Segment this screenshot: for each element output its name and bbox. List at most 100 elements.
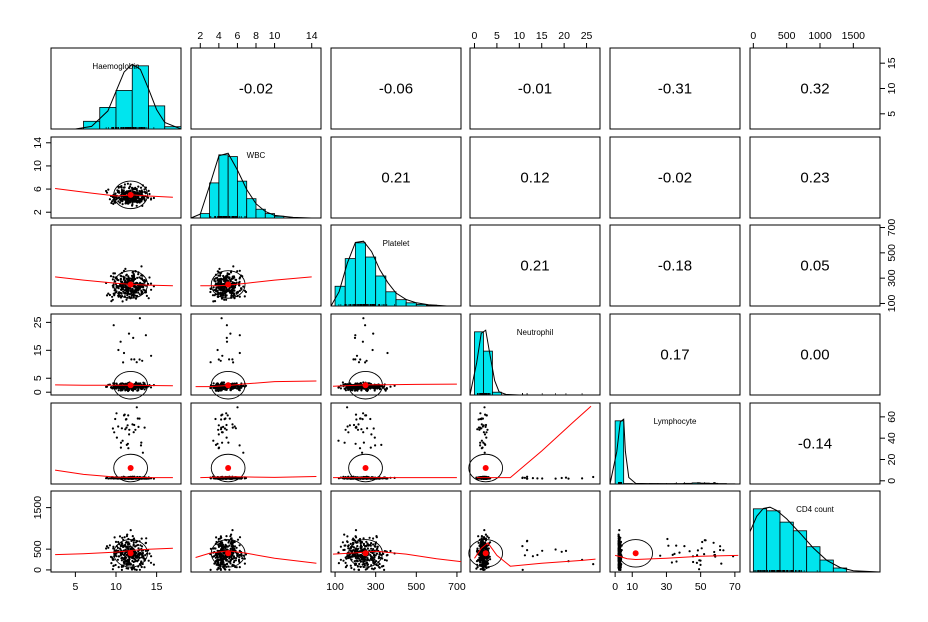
scatter-point: [345, 558, 347, 560]
scatter-point: [125, 196, 127, 198]
scatter-point: [116, 189, 118, 191]
scatter-point: [386, 387, 388, 389]
scatter-point: [524, 477, 526, 479]
scatter-point: [359, 554, 361, 556]
panel-frame: [191, 403, 321, 484]
correlation-value: -0.31: [658, 81, 692, 98]
scatter-point: [210, 569, 212, 571]
scatter-point: [244, 295, 246, 297]
scatter-point: [222, 289, 224, 291]
scatter-point: [111, 296, 113, 298]
scatter-point: [350, 567, 352, 569]
scatter-point: [370, 542, 372, 544]
scatter-point: [133, 543, 135, 545]
scatter-point: [132, 535, 134, 537]
histogram-bar: [366, 257, 376, 306]
scatter-point: [139, 358, 141, 360]
scatter-point: [131, 288, 133, 290]
scatter-point: [122, 440, 124, 442]
scatter-point: [532, 477, 534, 479]
panel-cd4-plt: [331, 491, 461, 572]
scatter-point: [139, 544, 141, 546]
scatter-point: [148, 560, 150, 562]
panel-lymph-cd4: -0.14: [750, 403, 880, 484]
scatter-point: [372, 543, 374, 545]
mean-point: [363, 465, 369, 471]
scatter-point: [118, 566, 120, 568]
scatter-point: [337, 440, 339, 442]
scatter-point: [346, 406, 348, 408]
correlation-value: -0.14: [798, 436, 832, 453]
scatter-point: [485, 424, 487, 426]
scatter-point: [361, 452, 363, 454]
scatter-point: [138, 557, 140, 559]
scatter-point: [112, 557, 114, 559]
panel-wbc-neut: 0.12: [470, 137, 600, 218]
scatter-point: [127, 568, 129, 570]
scatter-point: [362, 341, 364, 343]
scatter-point: [221, 442, 223, 444]
scatter-point: [355, 536, 357, 538]
scatter-point: [148, 553, 150, 555]
scatter-point: [234, 425, 236, 427]
scatter-point: [150, 283, 152, 285]
panel-neut-neut: Neutrophil: [470, 314, 600, 395]
scatter-point: [344, 383, 346, 385]
panel-neut-cd4: 0.00: [750, 314, 880, 395]
panel-wbc-hb: [51, 137, 181, 218]
scatter-point: [373, 554, 375, 556]
scatter-point: [345, 389, 347, 391]
scatter-point: [486, 414, 488, 416]
scatter-point: [120, 341, 122, 343]
scatter-point: [481, 535, 483, 537]
scatter-point: [237, 539, 239, 541]
scatter-point: [489, 558, 491, 560]
panel-neut-hb: [51, 314, 181, 399]
scatter-point: [232, 542, 234, 544]
scatter-point: [139, 317, 141, 319]
scatter-point: [618, 529, 620, 531]
scatter-point: [369, 537, 371, 539]
scatter-point: [363, 442, 365, 444]
scatter-point: [131, 187, 133, 189]
scatter-point: [481, 440, 483, 442]
scatter-point: [139, 569, 141, 571]
scatter-point: [123, 414, 125, 416]
scatter-point: [141, 566, 143, 568]
scatter-point: [150, 198, 152, 200]
panel-neut-wbc: [191, 314, 321, 399]
scatter-point: [114, 272, 116, 274]
scatter-point: [354, 337, 356, 339]
mean-point: [363, 550, 369, 556]
scatter-point: [526, 478, 528, 480]
scatter-point: [239, 296, 241, 298]
scatter-point: [239, 536, 241, 538]
scatter-point: [145, 537, 147, 539]
variable-label: WBC: [247, 151, 266, 160]
scatter-point: [126, 444, 128, 446]
scatter-point: [138, 552, 140, 554]
scatter-point: [121, 293, 123, 295]
scatter-point: [379, 563, 381, 565]
correlation-value: -0.06: [379, 81, 413, 98]
scatter-point: [128, 433, 130, 435]
scatter-point: [384, 559, 386, 561]
panel-hb-wbc: -0.02: [191, 48, 321, 129]
scatter-point: [136, 569, 138, 571]
scatter-point: [127, 275, 129, 277]
scatter-point: [106, 386, 108, 388]
scatter-point: [106, 192, 108, 194]
scatter-point: [366, 427, 368, 429]
scatter-point: [483, 431, 485, 433]
scatter-point: [121, 566, 123, 568]
scatter-point: [370, 433, 372, 435]
scatter-point: [475, 568, 477, 570]
scatter-point: [218, 424, 220, 426]
scatter-point: [132, 564, 134, 566]
scatter-point: [374, 543, 376, 545]
scatter-point: [135, 381, 137, 383]
scatter-point: [218, 287, 220, 289]
scatter-point: [489, 556, 491, 558]
scatter-point: [114, 536, 116, 538]
